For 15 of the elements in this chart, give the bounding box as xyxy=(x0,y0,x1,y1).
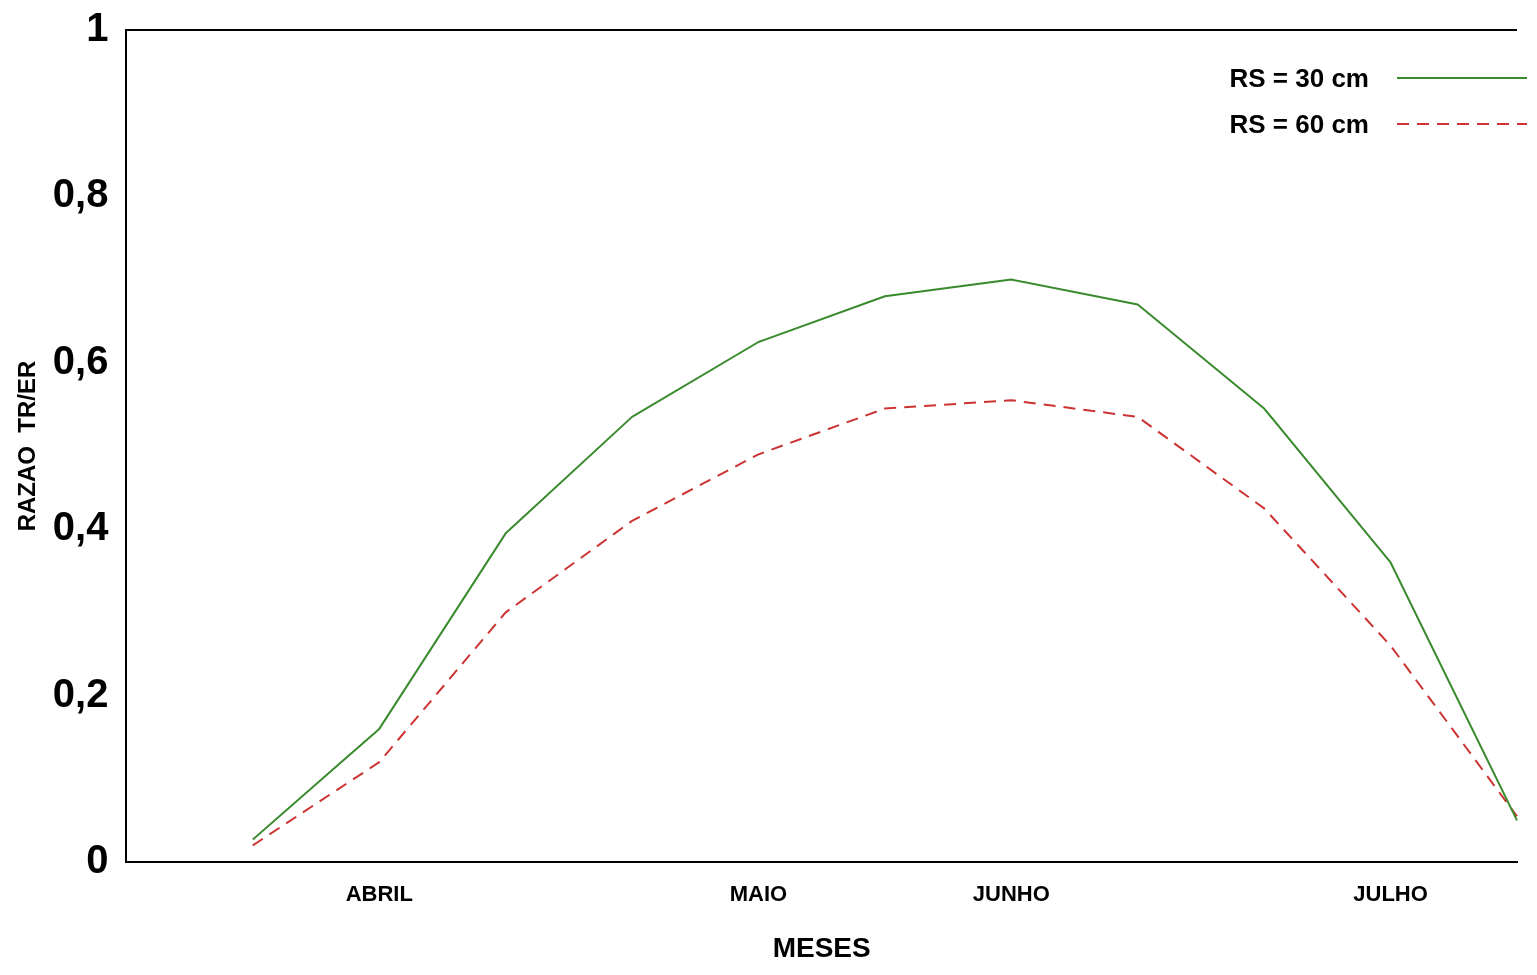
y-axis-title: RAZAO TR/ER xyxy=(13,360,41,532)
y-tick-label: 0,6 xyxy=(52,337,109,382)
y-tick-label: 0,8 xyxy=(52,171,109,216)
legend-label: RS = 30 cm xyxy=(1229,62,1369,94)
x-tick-label: MAIO xyxy=(729,881,788,907)
x-tick-label: ABRIL xyxy=(345,881,413,907)
line-series xyxy=(251,399,1518,847)
x-tick-label: JULHO xyxy=(1353,881,1428,907)
x-axis-title: MESES xyxy=(772,931,871,963)
y-tick-label: 0 xyxy=(86,837,109,882)
legend-label: RS = 60 cm xyxy=(1229,108,1369,140)
y-tick-label: 1 xyxy=(86,5,109,50)
x-tick-label: JUNHO xyxy=(972,881,1050,907)
y-tick-label: 0,2 xyxy=(52,670,109,715)
y-tick-label: 0,4 xyxy=(52,504,110,549)
